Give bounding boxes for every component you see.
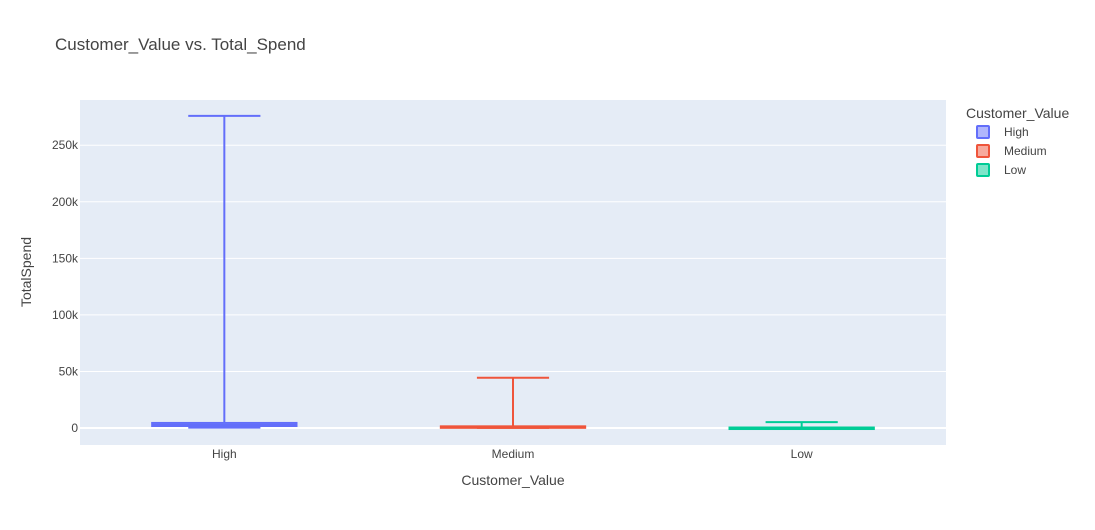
legend-item-low[interactable]: Low: [976, 163, 1026, 177]
box-low[interactable]: [728, 421, 875, 431]
y-tick-label: 50k: [59, 364, 79, 378]
legend-swatch: [976, 144, 990, 158]
box-medium[interactable]: [439, 376, 587, 429]
x-tick-label: High: [212, 447, 237, 461]
legend-swatch: [976, 125, 990, 139]
y-tick-label: 250k: [52, 138, 79, 152]
legend-label: Low: [1004, 163, 1026, 177]
legend-items: High Medium Low: [976, 125, 1047, 177]
legend-item-medium[interactable]: Medium: [976, 144, 1047, 158]
y-tick-label: 150k: [52, 251, 79, 265]
x-tick-label: Medium: [492, 447, 535, 461]
box-high[interactable]: [151, 114, 298, 429]
x-axis-ticks: High Medium Low: [212, 447, 813, 461]
legend-label: High: [1004, 125, 1029, 139]
y-tick-label: 0: [71, 421, 78, 435]
y-axis-ticks: 0 50k 100k 150k 200k 250k: [52, 138, 79, 435]
y-tick-label: 100k: [52, 308, 79, 322]
x-tick-label: Low: [791, 447, 813, 461]
legend-title: Customer_Value: [966, 105, 1069, 121]
legend-swatch: [976, 163, 990, 177]
chart-title: Customer_Value vs. Total_Spend: [55, 35, 306, 54]
x-axis-title: Customer_Value: [461, 472, 564, 488]
y-axis-title: TotalSpend: [18, 237, 34, 307]
legend-label: Medium: [1004, 144, 1047, 158]
legend: Customer_Value High Medium Low: [966, 105, 1069, 177]
boxes: [151, 114, 875, 431]
y-tick-label: 200k: [52, 195, 79, 209]
legend-item-high[interactable]: High: [976, 125, 1029, 139]
